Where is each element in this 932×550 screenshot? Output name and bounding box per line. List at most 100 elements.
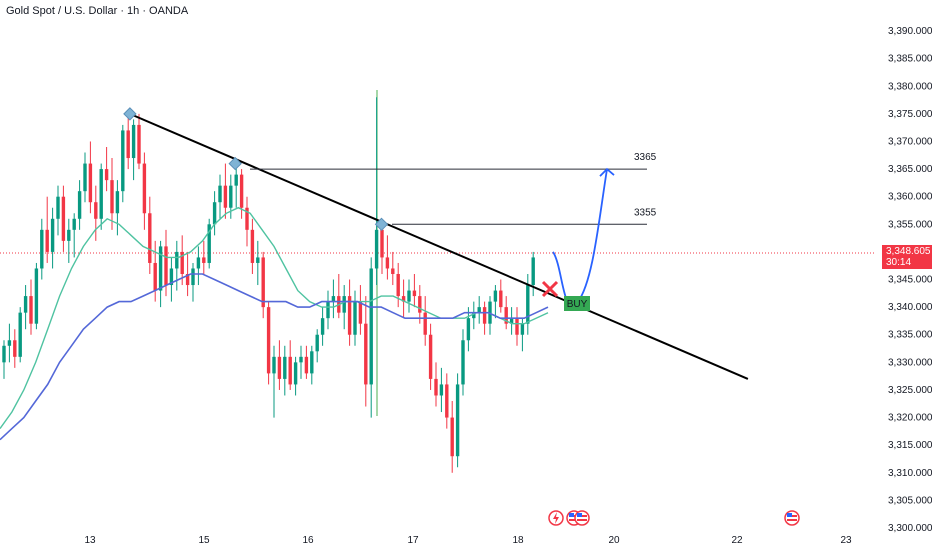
price-axis[interactable]: 3,390.000 3,385.000 3,380.000 3,375.000 3,37… xyxy=(888,26,932,534)
candle xyxy=(288,340,292,390)
candle xyxy=(13,329,17,368)
candle xyxy=(493,285,498,319)
ma-fast-line xyxy=(0,206,549,430)
descending-trendline[interactable] xyxy=(129,112,749,380)
candle xyxy=(407,279,411,313)
candle xyxy=(509,307,514,335)
price-tick-label: 3,310.000 xyxy=(888,468,932,479)
candle xyxy=(391,251,395,286)
time-tick-label: 23 xyxy=(840,535,852,546)
candle xyxy=(293,356,298,396)
price-tick-label: 3,370.000 xyxy=(888,136,932,147)
candle xyxy=(396,262,400,308)
candle xyxy=(353,290,357,346)
ma-slow-line xyxy=(0,273,549,441)
candle xyxy=(45,196,49,263)
time-tick-label: 15 xyxy=(198,535,210,546)
candle xyxy=(310,345,314,385)
candle xyxy=(315,329,319,363)
candle xyxy=(29,279,33,335)
time-tick-label: 22 xyxy=(731,535,743,546)
time-tick-label: 16 xyxy=(302,535,314,546)
price-tick-label: 3,375.000 xyxy=(888,109,932,120)
candle xyxy=(94,185,98,241)
candle xyxy=(423,296,427,346)
flash-icon[interactable] xyxy=(548,510,564,526)
price-tick-label: 3,325.000 xyxy=(888,385,932,396)
target-label-3365: 3365 xyxy=(634,152,657,163)
candle xyxy=(304,345,309,379)
candle xyxy=(158,240,163,308)
candle xyxy=(477,296,481,324)
candle xyxy=(434,362,438,407)
candle xyxy=(445,373,449,429)
candle xyxy=(250,218,255,274)
candle xyxy=(34,262,39,330)
candle xyxy=(299,345,303,379)
candle xyxy=(439,367,444,413)
candle xyxy=(326,290,330,330)
candle xyxy=(374,97,379,286)
candle xyxy=(450,401,454,473)
time-axis[interactable]: 13 15 16 17 18 20 22 23 xyxy=(84,535,852,546)
candle xyxy=(369,257,373,418)
candle xyxy=(2,340,6,379)
candle xyxy=(504,296,508,330)
target-label-3355: 3355 xyxy=(634,207,657,218)
candle xyxy=(175,240,179,291)
candle xyxy=(218,174,222,219)
candle xyxy=(347,279,352,346)
projection-arrowhead xyxy=(599,167,615,177)
last-price-value: 3,348.605 xyxy=(886,246,931,257)
projection-path xyxy=(552,168,608,307)
candle xyxy=(342,285,346,330)
candle xyxy=(412,274,417,308)
key-point-marker xyxy=(228,156,242,171)
price-tick-label: 3,335.000 xyxy=(888,330,932,341)
candle xyxy=(212,191,217,236)
candle xyxy=(104,147,109,192)
candle xyxy=(515,307,519,346)
candle xyxy=(358,285,363,335)
candle xyxy=(131,119,136,181)
candle xyxy=(196,246,201,286)
candle xyxy=(461,329,465,396)
candle xyxy=(488,296,492,335)
candle xyxy=(50,207,55,269)
price-tick-label: 3,390.000 xyxy=(888,26,932,37)
price-tick-label: 3,315.000 xyxy=(888,440,932,451)
candle xyxy=(256,240,260,286)
key-point-marker xyxy=(374,217,389,232)
candle xyxy=(223,163,228,219)
us-flag-icon[interactable] xyxy=(574,510,590,526)
candle xyxy=(110,158,114,230)
candle xyxy=(239,169,244,219)
candle xyxy=(466,307,471,352)
time-tick-label: 20 xyxy=(608,535,620,546)
buy-badge[interactable]: BUY xyxy=(564,296,590,311)
price-tick-label: 3,345.000 xyxy=(888,275,932,286)
candle xyxy=(56,185,60,236)
price-tick-label: 3,360.000 xyxy=(888,192,932,203)
candle xyxy=(67,218,71,263)
candle xyxy=(283,345,287,396)
price-tick-label: 3,340.000 xyxy=(888,302,932,313)
candle xyxy=(245,196,249,247)
candle xyxy=(337,274,341,319)
candle xyxy=(23,285,28,330)
candle xyxy=(18,307,22,363)
candle xyxy=(191,262,195,302)
candle xyxy=(7,323,12,363)
candle xyxy=(277,340,282,390)
candle xyxy=(261,251,265,319)
candle xyxy=(40,218,44,280)
key-points-layer xyxy=(123,107,389,232)
us-flag-icon[interactable] xyxy=(784,510,800,526)
key-point-marker xyxy=(123,107,137,121)
candle xyxy=(72,213,76,258)
candle xyxy=(272,345,276,418)
cross-marker-icon xyxy=(541,280,559,298)
candle xyxy=(126,113,130,170)
candle xyxy=(320,307,325,346)
